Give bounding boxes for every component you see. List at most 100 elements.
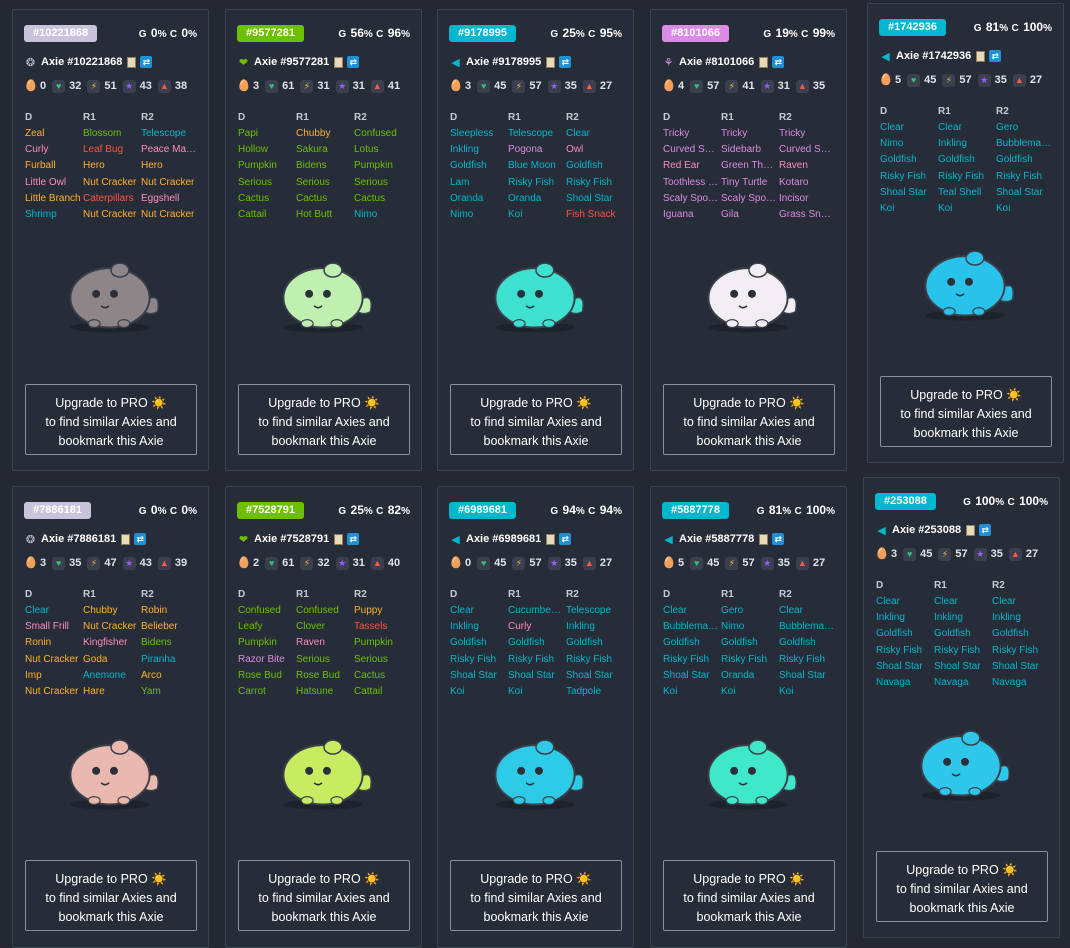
- axie-card-3[interactable]: #9178995 G 25% C 95% ◀ Axie #9178995 ⇄ 🥚…: [437, 9, 634, 471]
- axie-card-4[interactable]: #8101066 G 19% C 99% ⚘ Axie #8101066 ⇄ 🥚…: [650, 9, 847, 471]
- axie-card-6[interactable]: #7886181 G 0% C 0% ❂ Axie #7886181 ⇄ 🥚 3 …: [12, 486, 209, 948]
- upgrade-pro-button[interactable]: Upgrade to PRO ☀️ to find similar Axies …: [25, 860, 197, 931]
- axie-name[interactable]: Axie #10221868: [41, 56, 123, 68]
- axie-id-badge[interactable]: #7528791: [237, 502, 304, 519]
- axie-image[interactable]: [651, 220, 846, 340]
- clipboard-icon[interactable]: [976, 50, 986, 62]
- clipboard-icon[interactable]: [546, 533, 556, 545]
- gene-part: Oranda: [721, 669, 755, 681]
- upgrade-pro-button[interactable]: Upgrade to PRO ☀️ to find similar Axies …: [880, 376, 1052, 447]
- morale-stat: ▲ 27: [582, 79, 612, 93]
- share-icon[interactable]: ⇄: [347, 56, 360, 68]
- axie-name[interactable]: Axie #7886181: [41, 533, 117, 545]
- upgrade-pro-button[interactable]: Upgrade to PRO ☀️ to find similar Axies …: [876, 851, 1048, 922]
- gene-part: Hollow: [238, 144, 269, 156]
- axie-card-8[interactable]: #6989681 G 94% C 94% ◀ Axie #6989681 ⇄ 🥚…: [437, 486, 634, 948]
- upgrade-pro-button[interactable]: Upgrade to PRO ☀️ to find similar Axies …: [663, 384, 835, 455]
- clipboard-icon[interactable]: [759, 533, 769, 545]
- clipboard-icon[interactable]: [127, 56, 137, 68]
- c-value: 82: [387, 503, 402, 517]
- axie-image[interactable]: [438, 220, 633, 340]
- share-icon[interactable]: ⇄: [134, 533, 147, 545]
- c-label: C: [794, 506, 802, 517]
- axie-image[interactable]: [868, 208, 1063, 328]
- upgrade-line-1: Upgrade to PRO ☀️: [693, 396, 805, 410]
- gene-part: Risky Fish: [876, 644, 923, 656]
- part-header-r1: R1: [938, 106, 951, 117]
- part-header-r2: R2: [779, 589, 792, 600]
- heart-icon: ♥: [907, 73, 921, 87]
- part-header-r1: R1: [508, 112, 521, 123]
- upgrade-line-3: bookmark this Axie: [58, 910, 164, 924]
- axie-id-badge[interactable]: #1742936: [879, 19, 946, 36]
- axie-name[interactable]: Axie #9577281: [254, 56, 330, 68]
- axie-id-badge[interactable]: #7886181: [24, 502, 91, 519]
- share-icon[interactable]: ⇄: [989, 50, 1002, 62]
- share-icon[interactable]: ⇄: [772, 56, 785, 68]
- axie-image[interactable]: [226, 697, 421, 817]
- clipboard-icon[interactable]: [121, 533, 131, 545]
- axie-card-10[interactable]: #253088 G 100% C 100% ◀ Axie #253088 ⇄ 🥚…: [863, 477, 1060, 938]
- axie-id-badge[interactable]: #8101066: [662, 25, 729, 42]
- axie-name[interactable]: Axie #1742936: [896, 50, 972, 62]
- axie-image[interactable]: [226, 220, 421, 340]
- upgrade-pro-button[interactable]: Upgrade to PRO ☀️ to find similar Axies …: [663, 860, 835, 931]
- share-icon[interactable]: ⇄: [140, 56, 153, 68]
- flame-icon: ▲: [1012, 73, 1026, 87]
- c-label: C: [1011, 23, 1019, 34]
- upgrade-pro-button[interactable]: Upgrade to PRO ☀️ to find similar Axies …: [238, 860, 410, 931]
- share-icon[interactable]: ⇄: [559, 56, 572, 68]
- clipboard-icon[interactable]: [334, 56, 344, 68]
- upgrade-pro-button[interactable]: Upgrade to PRO ☀️ to find similar Axies …: [450, 384, 622, 455]
- axie-name[interactable]: Axie #8101066: [679, 56, 755, 68]
- gene-part: Lam: [450, 176, 470, 188]
- gene-part: Lotus: [354, 144, 379, 156]
- axie-name[interactable]: Axie #7528791: [254, 533, 330, 545]
- axie-mouth: [525, 305, 535, 309]
- axie-id-badge[interactable]: #9178995: [449, 25, 516, 42]
- axie-id-badge[interactable]: #10221868: [24, 25, 98, 42]
- axie-name[interactable]: Axie #5887778: [679, 533, 755, 545]
- axie-image[interactable]: [13, 697, 208, 817]
- upgrade-pro-button[interactable]: Upgrade to PRO ☀️ to find similar Axies …: [25, 384, 197, 455]
- axie-card-2[interactable]: #9577281 G 56% C 96% ❤ Axie #9577281 ⇄ 🥚…: [225, 9, 422, 471]
- axie-leg-left: [300, 319, 314, 329]
- axie-id-badge[interactable]: #5887778: [662, 502, 729, 519]
- gene-part: Clear: [876, 596, 900, 607]
- clipboard-icon[interactable]: [546, 56, 556, 68]
- g-label: G: [550, 506, 559, 517]
- clipboard-icon[interactable]: [759, 56, 769, 68]
- share-icon[interactable]: ⇄: [979, 524, 992, 536]
- axie-image[interactable]: [651, 697, 846, 817]
- axie-card-9[interactable]: #5887778 G 81% C 100% ◀ Axie #5887778 ⇄ …: [650, 486, 847, 948]
- star-icon: ★: [973, 547, 987, 561]
- share-icon[interactable]: ⇄: [559, 533, 572, 545]
- axie-card-5[interactable]: #1742936 G 81% C 100% ◀ Axie #1742936 ⇄ …: [867, 3, 1064, 463]
- skill-stat: ★ 35: [760, 556, 790, 570]
- axie-id-badge[interactable]: #253088: [875, 493, 936, 510]
- axie-name[interactable]: Axie #253088: [892, 524, 962, 536]
- axie-horn: [965, 250, 985, 266]
- axie-image[interactable]: [13, 220, 208, 340]
- upgrade-pro-button[interactable]: Upgrade to PRO ☀️ to find similar Axies …: [450, 860, 622, 931]
- stats-row: 🥚 3 ♥ 61 ⚡ 31 ★ 31 ▲ 41: [237, 78, 410, 94]
- axie-image[interactable]: [438, 697, 633, 817]
- axie-id-badge[interactable]: #6989681: [449, 502, 516, 519]
- morale-stat: ▲ 27: [1008, 547, 1038, 561]
- axie-card-7[interactable]: #7528791 G 25% C 82% ❤ Axie #7528791 ⇄ 🥚…: [225, 486, 422, 948]
- card-header: #9577281 G 56% C 96%: [237, 24, 410, 46]
- c-percent-sign: %: [401, 506, 410, 517]
- clipboard-icon[interactable]: [966, 524, 976, 536]
- clipboard-icon[interactable]: [334, 533, 344, 545]
- axie-card-1[interactable]: #10221868 G 0% C 0% ❂ Axie #10221868 ⇄ 🥚…: [12, 9, 209, 471]
- axie-image[interactable]: [864, 688, 1059, 808]
- share-icon[interactable]: ⇄: [347, 533, 360, 545]
- axie-id-badge[interactable]: #9577281: [237, 25, 304, 42]
- gene-part: Tricky: [663, 128, 690, 139]
- share-icon[interactable]: ⇄: [772, 533, 785, 545]
- gene-part: Goldfish: [996, 154, 1033, 166]
- upgrade-line-2: to find similar Axies and: [470, 891, 602, 905]
- upgrade-pro-button[interactable]: Upgrade to PRO ☀️ to find similar Axies …: [238, 384, 410, 455]
- axie-name[interactable]: Axie #9178995: [466, 56, 542, 68]
- axie-name[interactable]: Axie #6989681: [466, 533, 542, 545]
